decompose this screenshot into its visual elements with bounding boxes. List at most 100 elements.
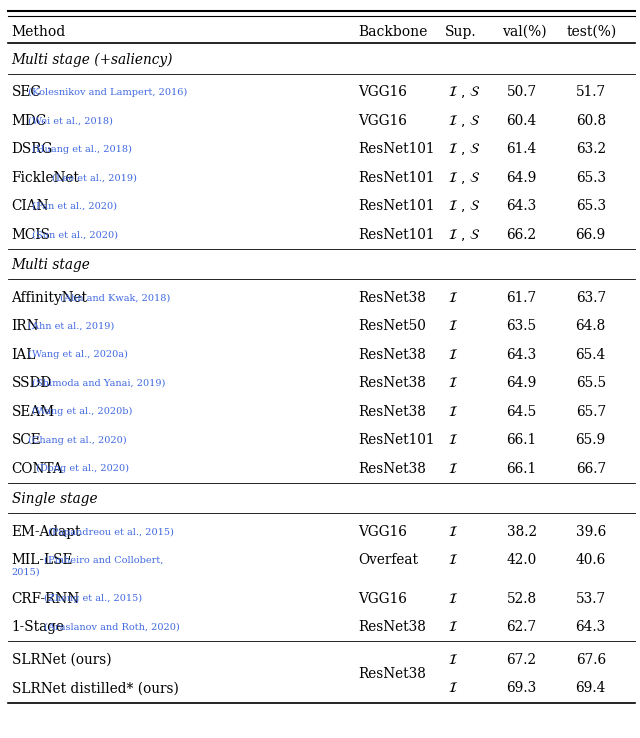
Text: IRN: IRN [12, 320, 39, 334]
Text: 65.4: 65.4 [575, 348, 606, 362]
Text: 64.8: 64.8 [575, 320, 606, 334]
Text: SCE: SCE [12, 433, 41, 447]
Text: 67.6: 67.6 [575, 653, 606, 667]
Text: Overfeat: Overfeat [358, 554, 419, 568]
Text: 40.6: 40.6 [575, 554, 606, 568]
Text: (Wang et al., 2020b): (Wang et al., 2020b) [29, 407, 132, 416]
Text: 64.9: 64.9 [506, 170, 537, 184]
Text: 65.3: 65.3 [575, 170, 606, 184]
Text: EM-Adapt: EM-Adapt [12, 525, 81, 539]
Text: ResNet101: ResNet101 [358, 199, 435, 213]
Text: 66.1: 66.1 [506, 433, 537, 447]
Text: $\mathcal{I}$: $\mathcal{I}$ [448, 681, 458, 695]
Text: (Zheng et al., 2015): (Zheng et al., 2015) [41, 594, 142, 603]
Text: $\mathcal{I}$: $\mathcal{I}$ [448, 86, 458, 100]
Text: 66.9: 66.9 [575, 227, 606, 241]
Text: ResNet38: ResNet38 [358, 667, 426, 681]
Text: AffinityNet: AffinityNet [12, 291, 88, 305]
Text: 64.9: 64.9 [506, 376, 537, 390]
Text: ResNet50: ResNet50 [358, 320, 426, 334]
Text: SSDD: SSDD [12, 376, 52, 390]
Text: $\mathcal{I}$: $\mathcal{I}$ [448, 592, 458, 606]
Text: MIL-LSE: MIL-LSE [12, 554, 73, 568]
Text: 61.4: 61.4 [506, 142, 537, 156]
Text: $\mathcal{I}$: $\mathcal{I}$ [448, 404, 458, 418]
Text: CRF-RNN: CRF-RNN [12, 592, 79, 606]
Text: FickleNet: FickleNet [12, 170, 79, 184]
Text: Backbone: Backbone [358, 25, 428, 39]
Text: 65.7: 65.7 [575, 404, 606, 418]
Text: ResNet38: ResNet38 [358, 291, 426, 305]
Text: 50.7: 50.7 [506, 86, 537, 100]
Text: $\mathcal{I}$: $\mathcal{I}$ [448, 320, 458, 334]
Text: SEAM: SEAM [12, 404, 54, 418]
Text: DSRG: DSRG [12, 142, 53, 156]
Text: IAL: IAL [12, 348, 36, 362]
Text: 1-Stage: 1-Stage [12, 620, 65, 634]
Text: 64.3: 64.3 [506, 348, 537, 362]
Text: (Chang et al., 2020): (Chang et al., 2020) [26, 435, 127, 445]
Text: MCIS: MCIS [12, 227, 51, 241]
Text: (Lee et al., 2019): (Lee et al., 2019) [49, 173, 137, 182]
Text: 63.5: 63.5 [506, 320, 537, 334]
Text: (Dong et al., 2020): (Dong et al., 2020) [33, 464, 129, 473]
Text: 64.3: 64.3 [506, 199, 537, 213]
Text: 66.2: 66.2 [506, 227, 537, 241]
Text: 63.7: 63.7 [575, 291, 606, 305]
Text: ResNet101: ResNet101 [358, 170, 435, 184]
Text: ResNet38: ResNet38 [358, 461, 426, 475]
Text: $\mathcal{I}$: $\mathcal{I}$ [448, 227, 458, 241]
Text: $\mathcal{I}$: $\mathcal{I}$ [448, 114, 458, 128]
Text: 64.5: 64.5 [506, 404, 537, 418]
Text: VGG16: VGG16 [358, 86, 407, 100]
Text: $\mathcal{I}$: $\mathcal{I}$ [448, 291, 458, 305]
Text: (Shimoda and Yanai, 2019): (Shimoda and Yanai, 2019) [29, 379, 166, 387]
Text: $,\,\mathcal{S}$: $,\,\mathcal{S}$ [460, 170, 480, 186]
Text: ResNet101: ResNet101 [358, 142, 435, 156]
Text: 69.4: 69.4 [575, 681, 606, 695]
Text: SLRNet (ours): SLRNet (ours) [12, 653, 111, 667]
Text: ResNet101: ResNet101 [358, 433, 435, 447]
Text: 65.9: 65.9 [575, 433, 606, 447]
Text: Sup.: Sup. [445, 25, 476, 39]
Text: $\mathcal{I}$: $\mathcal{I}$ [448, 620, 458, 634]
Text: 61.7: 61.7 [506, 291, 537, 305]
Text: (Kolesnikov and Lampert, 2016): (Kolesnikov and Lampert, 2016) [26, 88, 188, 97]
Text: 42.0: 42.0 [506, 554, 537, 568]
Text: $\mathcal{I}$: $\mathcal{I}$ [448, 170, 458, 184]
Text: 60.8: 60.8 [575, 114, 606, 128]
Text: ResNet38: ResNet38 [358, 620, 426, 634]
Text: $\mathcal{I}$: $\mathcal{I}$ [448, 554, 458, 568]
Text: (Wei et al., 2018): (Wei et al., 2018) [26, 117, 113, 125]
Text: Multi stage (+saliency): Multi stage (+saliency) [12, 52, 173, 66]
Text: Single stage: Single stage [12, 492, 97, 506]
Text: 65.5: 65.5 [575, 376, 606, 390]
Text: 60.4: 60.4 [506, 114, 537, 128]
Text: $\mathcal{I}$: $\mathcal{I}$ [448, 433, 458, 447]
Text: CIAN: CIAN [12, 199, 49, 213]
Text: 53.7: 53.7 [575, 592, 606, 606]
Text: CONTA: CONTA [12, 461, 63, 475]
Text: $,\,\mathcal{S}$: $,\,\mathcal{S}$ [460, 113, 480, 129]
Text: $\mathcal{I}$: $\mathcal{I}$ [448, 525, 458, 539]
Text: (Ahn and Kwak, 2018): (Ahn and Kwak, 2018) [57, 294, 170, 303]
Text: ResNet38: ResNet38 [358, 404, 426, 418]
Text: $\mathcal{I}$: $\mathcal{I}$ [448, 199, 458, 213]
Text: $,\,\mathcal{S}$: $,\,\mathcal{S}$ [460, 141, 480, 157]
Text: VGG16: VGG16 [358, 525, 407, 539]
Text: $,\,\mathcal{S}$: $,\,\mathcal{S}$ [460, 227, 480, 243]
Text: 38.2: 38.2 [506, 525, 537, 539]
Text: $\mathcal{I}$: $\mathcal{I}$ [448, 376, 458, 390]
Text: $\mathcal{I}$: $\mathcal{I}$ [448, 653, 458, 667]
Text: val(%): val(%) [502, 25, 547, 39]
Text: Multi stage: Multi stage [12, 258, 90, 272]
Text: (Fan et al., 2020): (Fan et al., 2020) [29, 201, 117, 210]
Text: $,\,\mathcal{S}$: $,\,\mathcal{S}$ [460, 84, 480, 100]
Text: 69.3: 69.3 [506, 681, 537, 695]
Text: MDC: MDC [12, 114, 47, 128]
Text: VGG16: VGG16 [358, 114, 407, 128]
Text: 67.2: 67.2 [506, 653, 537, 667]
Text: 2015): 2015) [12, 568, 40, 577]
Text: ResNet38: ResNet38 [358, 376, 426, 390]
Text: $,\,\mathcal{S}$: $,\,\mathcal{S}$ [460, 198, 480, 214]
